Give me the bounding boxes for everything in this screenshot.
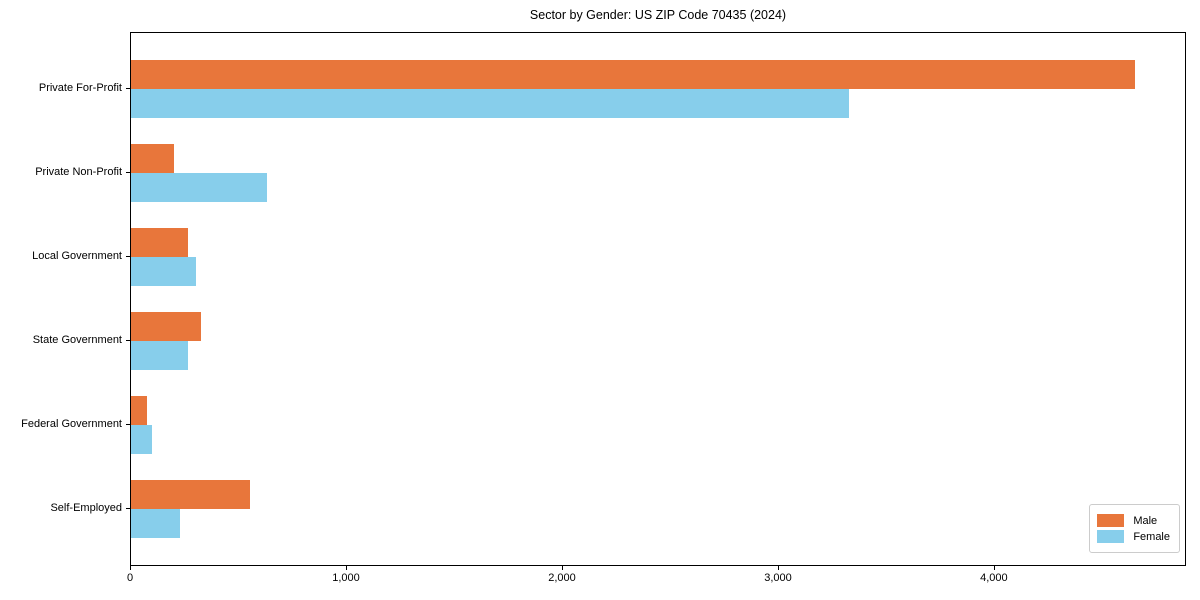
x-tick-mark-3000 bbox=[778, 565, 779, 570]
x-tick-label-2000: 2,000 bbox=[548, 572, 576, 584]
ylabel-private-for-profit: Private For-Profit bbox=[38, 82, 122, 94]
x-tick-label-3000: 3,000 bbox=[764, 572, 792, 584]
y-tick-mark bbox=[126, 88, 130, 89]
bar-male-private-non-profit bbox=[131, 144, 175, 173]
bar-male-state-government bbox=[131, 312, 202, 341]
bar-male-self-employed bbox=[131, 480, 250, 509]
ylabel-self-employed: Self-Employed bbox=[50, 502, 122, 514]
legend-swatch-male bbox=[1097, 514, 1125, 527]
y-tick-mark bbox=[126, 508, 130, 509]
legend-label-female: Female bbox=[1133, 530, 1170, 543]
bar-male-federal-government bbox=[131, 396, 147, 425]
chart-title: Sector by Gender: US ZIP Code 70435 (202… bbox=[529, 8, 787, 22]
bar-female-private-non-profit bbox=[131, 173, 268, 202]
bar-male-private-for-profit bbox=[131, 60, 1136, 89]
ylabel-private-non-profit: Private Non-Profit bbox=[35, 166, 122, 178]
x-tick-label-0: 0 bbox=[126, 572, 134, 584]
x-tick-mark-2000 bbox=[562, 565, 563, 570]
x-tick-label-1000: 1,000 bbox=[332, 572, 360, 584]
bar-female-local-government bbox=[131, 257, 196, 286]
ylabel-state-government: State Government bbox=[32, 334, 122, 346]
legend-swatch-female bbox=[1097, 530, 1125, 543]
ylabel-local-government: Local Government bbox=[32, 250, 122, 262]
legend-label-male: Male bbox=[1133, 514, 1158, 527]
x-tick-mark-1000 bbox=[346, 565, 347, 570]
y-tick-mark bbox=[126, 172, 130, 173]
y-tick-mark bbox=[126, 256, 130, 257]
bar-male-local-government bbox=[131, 228, 189, 257]
plot-area: Male Female bbox=[130, 32, 1186, 566]
legend-row-female: Female bbox=[1097, 530, 1170, 543]
x-tick-mark-0 bbox=[130, 565, 131, 570]
bar-female-federal-government bbox=[131, 425, 152, 454]
bar-female-private-for-profit bbox=[131, 89, 850, 118]
x-tick-label-4000: 4,000 bbox=[980, 572, 1008, 584]
ylabel-federal-government: Federal Government bbox=[21, 418, 122, 430]
x-tick-mark-4000 bbox=[993, 565, 995, 570]
legend: Male Female bbox=[1089, 504, 1180, 553]
legend-row-male: Male bbox=[1097, 514, 1170, 527]
bar-female-state-government bbox=[131, 341, 189, 370]
y-tick-mark bbox=[126, 424, 130, 425]
bar-female-self-employed bbox=[131, 509, 180, 538]
y-tick-mark bbox=[126, 340, 130, 341]
